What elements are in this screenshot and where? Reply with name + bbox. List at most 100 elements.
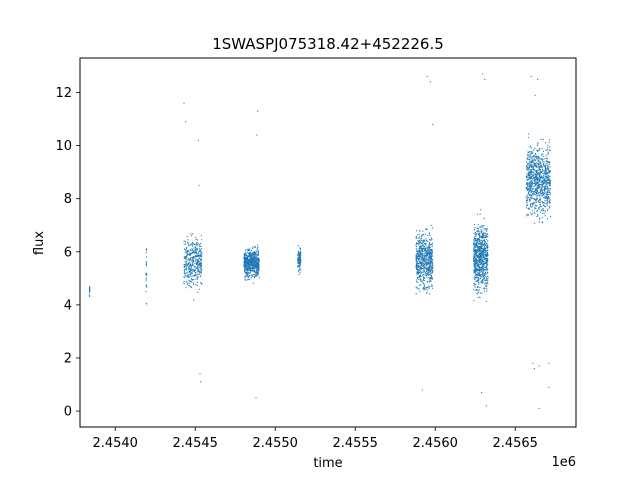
data-point <box>256 248 258 250</box>
data-point <box>530 162 533 164</box>
data-point <box>417 268 419 271</box>
data-point <box>474 260 476 262</box>
data-point <box>549 199 551 201</box>
data-point <box>258 262 260 264</box>
data-point <box>539 158 541 160</box>
data-point <box>419 261 422 263</box>
data-point <box>299 267 301 269</box>
data-point <box>542 192 544 194</box>
data-point <box>186 235 188 238</box>
data-point <box>474 268 477 270</box>
data-point <box>546 181 548 184</box>
data-point <box>193 251 195 253</box>
data-point <box>189 265 192 267</box>
data-point <box>484 266 486 269</box>
data-point <box>197 270 199 272</box>
data-point <box>299 271 301 274</box>
data-point <box>193 299 195 301</box>
data-point <box>483 236 485 239</box>
data-point <box>537 159 539 161</box>
data-point <box>483 256 485 258</box>
data-point <box>190 260 192 262</box>
data-point <box>477 296 479 299</box>
data-point <box>430 253 432 255</box>
data-point <box>541 184 543 186</box>
data-point <box>192 268 194 270</box>
data-point <box>428 277 430 279</box>
data-point <box>486 277 488 279</box>
data-point <box>536 209 539 211</box>
data-point <box>423 240 425 242</box>
data-point <box>251 251 254 253</box>
data-point <box>255 260 258 262</box>
data-point <box>198 250 201 252</box>
data-point <box>536 189 539 191</box>
data-point <box>477 223 479 226</box>
data-point <box>421 389 423 391</box>
data-point <box>480 236 482 239</box>
data-point <box>247 261 250 263</box>
data-point <box>542 163 544 165</box>
data-point <box>526 204 528 207</box>
data-point <box>420 237 422 239</box>
data-point <box>487 280 489 282</box>
data-point <box>193 243 196 246</box>
data-point <box>536 177 538 179</box>
data-point <box>539 203 542 205</box>
data-point <box>473 239 475 241</box>
data-point <box>418 271 420 273</box>
data-point <box>527 154 529 157</box>
data-point <box>543 210 545 212</box>
data-point <box>546 171 548 173</box>
data-point <box>534 163 536 165</box>
data-point <box>417 253 419 255</box>
data-point <box>190 280 192 282</box>
data-point <box>200 245 202 248</box>
data-point <box>480 276 482 278</box>
data-point <box>538 365 540 367</box>
data-point <box>487 259 489 261</box>
data-point <box>475 262 477 265</box>
data-point <box>184 275 186 277</box>
data-point <box>428 246 431 248</box>
data-point <box>416 276 419 279</box>
data-point <box>484 228 486 230</box>
data-point <box>481 258 483 260</box>
data-point <box>423 259 425 261</box>
data-point <box>547 176 549 179</box>
data-point <box>534 183 537 185</box>
data-point <box>530 212 532 214</box>
data-point <box>197 268 199 271</box>
data-point <box>485 229 487 231</box>
data-point <box>198 273 201 275</box>
data-point <box>423 254 425 257</box>
data-point <box>546 179 548 181</box>
data-point <box>418 233 420 235</box>
data-point <box>483 270 485 272</box>
data-point <box>542 150 545 152</box>
data-point <box>531 204 534 206</box>
data-point <box>429 258 432 260</box>
data-point <box>431 238 433 241</box>
data-point <box>481 266 484 268</box>
data-point <box>477 243 479 245</box>
data-point <box>480 259 482 261</box>
data-point <box>417 262 419 264</box>
data-point <box>246 262 249 265</box>
data-point <box>478 269 480 271</box>
data-point <box>251 270 253 272</box>
data-point <box>195 267 197 269</box>
data-point <box>426 269 429 271</box>
data-point <box>145 261 147 263</box>
data-point <box>478 233 480 235</box>
data-point <box>481 241 484 243</box>
data-point <box>432 271 434 273</box>
data-point <box>480 245 482 247</box>
data-point <box>531 195 533 197</box>
data-point <box>525 199 528 201</box>
data-point <box>252 265 254 267</box>
data-point <box>482 271 484 273</box>
data-point <box>539 186 541 189</box>
data-point <box>245 271 247 273</box>
data-point <box>431 284 433 287</box>
